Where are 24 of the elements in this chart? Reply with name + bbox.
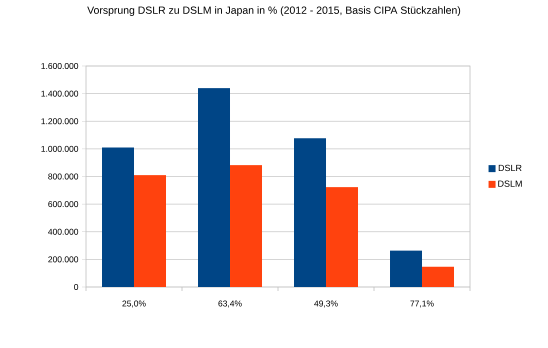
- x-tick-label: 25,0%: [122, 300, 146, 308]
- y-tick-label: 400.000: [48, 228, 78, 235]
- y-tick-label: 1.200.000: [41, 118, 78, 124]
- bar: [230, 165, 262, 287]
- x-tick-label: 77,1%: [410, 300, 434, 308]
- y-tick-label: 600.000: [48, 201, 78, 208]
- x-tick-label: 63,4%: [218, 300, 242, 308]
- y-tick-label: 800.000: [48, 174, 78, 180]
- legend-label: DSLM: [498, 180, 522, 187]
- bar: [198, 88, 230, 287]
- bar: [390, 250, 422, 287]
- bar: [326, 187, 358, 287]
- y-tick-label: 1.000.000: [41, 146, 78, 152]
- bar: [134, 175, 166, 287]
- y-tick-label: 1.600.000: [41, 63, 78, 69]
- bar: [422, 266, 454, 287]
- bar: [102, 147, 134, 287]
- y-tick-label: 200.000: [48, 256, 78, 262]
- legend-label: DSLR: [498, 164, 522, 172]
- chart-title: Vorsprung DSLR zu DSLM in Japan in % (2012 - 2015, Basis CIPA Stückzahlen): [87, 6, 460, 16]
- y-tick-label: 0: [74, 284, 78, 290]
- y-tick-label: 1.400.000: [41, 90, 78, 97]
- x-tick-label: 49,3%: [314, 300, 338, 308]
- bar: [294, 138, 326, 287]
